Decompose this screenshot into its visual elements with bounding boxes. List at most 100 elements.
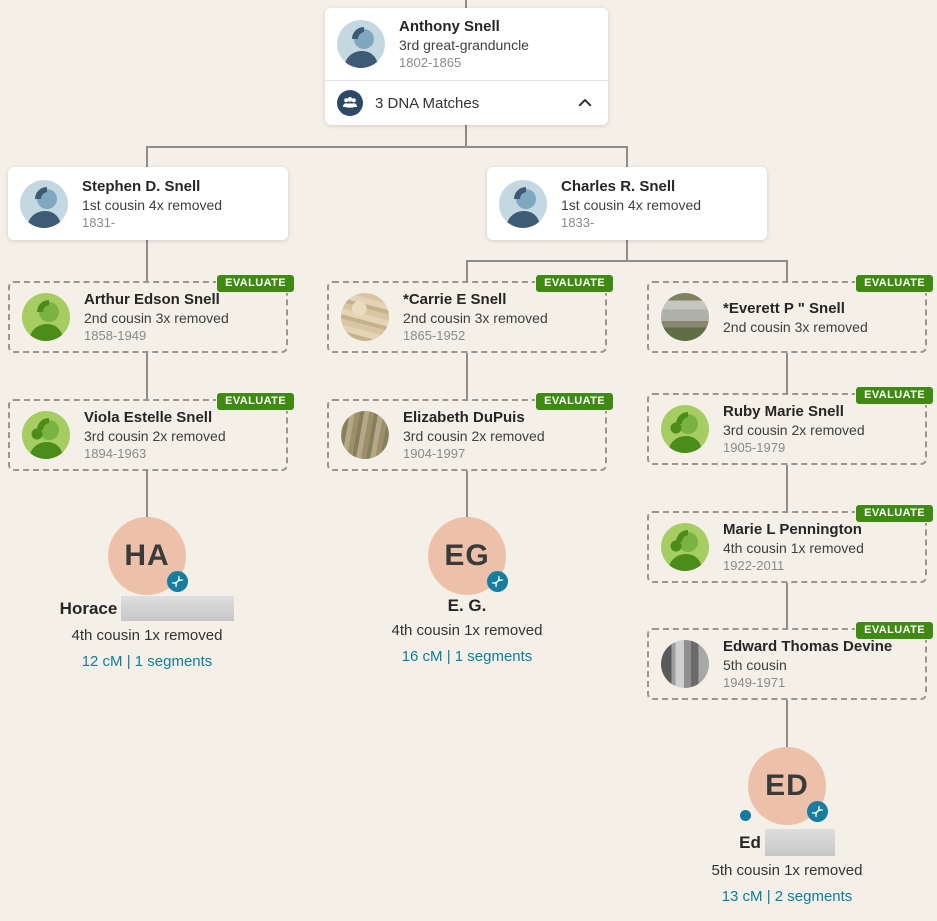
person-card-ruby-snell[interactable]: EVALUATE Ruby Marie Snell 3rd cousin 2x … <box>647 386 934 465</box>
evaluate-button[interactable]: EVALUATE <box>535 274 614 293</box>
match-initials: HA <box>124 539 170 572</box>
person-name: Stephen D. Snell <box>82 177 201 195</box>
match-initials: EG <box>444 539 490 572</box>
person-lifespan: 1858-1949 <box>84 328 147 343</box>
person-relationship: 2nd cousin 3x removed <box>403 310 548 326</box>
person-relationship: 5th cousin <box>723 657 787 673</box>
connector-line <box>146 146 628 148</box>
connector-line <box>146 240 148 281</box>
evaluate-button[interactable]: EVALUATE <box>216 274 295 293</box>
person-card-elizabeth-dupuis[interactable]: EVALUATE Elizabeth DuPuis 3rd cousin 2x … <box>327 392 614 471</box>
person-relationship: 1st cousin 4x removed <box>82 196 223 213</box>
match-circle-ED[interactable]: ED <box>740 747 828 825</box>
people-group-icon <box>337 90 363 116</box>
connector-line <box>786 583 788 628</box>
match-name: Horace <box>59 598 118 618</box>
connector-line <box>786 700 788 747</box>
dna-helix-icon <box>487 571 508 592</box>
dna-helix-icon <box>167 571 188 592</box>
connector-line <box>466 353 468 399</box>
chevron-up-icon[interactable] <box>576 94 594 112</box>
person-name: Elizabeth DuPuis <box>403 409 525 426</box>
person-lifespan: 1833- <box>561 214 595 230</box>
connector-line <box>466 260 468 281</box>
person-name: Charles R. Snell <box>561 177 676 195</box>
evaluate-button[interactable]: EVALUATE <box>855 621 934 640</box>
person-relationship: 2nd cousin 3x removed <box>723 318 868 335</box>
person-name: *Everett P " Snell <box>723 299 845 317</box>
connector-line <box>466 471 468 517</box>
person-card-everett-snell[interactable]: EVALUATE *Everett P " Snell 2nd cousin 3… <box>647 274 934 353</box>
match-info-EG: E. G. 4th cousin 1x removed 16 cM | 1 se… <box>327 596 607 665</box>
match-relationship: 4th cousin 1x removed <box>391 622 543 639</box>
evaluate-button[interactable]: EVALUATE <box>855 386 934 405</box>
persona-avatar-male-icon <box>337 20 385 68</box>
person-card-carrie-snell[interactable]: EVALUATE *Carrie E Snell 2nd cousin 3x r… <box>327 274 614 353</box>
connector-line <box>146 146 148 167</box>
person-card-arthur-snell[interactable]: EVALUATE Arthur Edson Snell 2nd cousin 3… <box>8 274 295 353</box>
person-card-charles-snell[interactable]: Charles R. Snell 1st cousin 4x removed 1… <box>487 167 767 240</box>
photo-avatar <box>661 640 709 688</box>
person-relationship: 3rd cousin 2x removed <box>723 422 865 438</box>
persona-avatar-male-icon <box>22 293 70 341</box>
evaluate-button[interactable]: EVALUATE <box>535 392 614 411</box>
persona-avatar-female-icon <box>22 411 70 459</box>
person-card-stephen-snell[interactable]: Stephen D. Snell 1st cousin 4x removed 1… <box>8 167 288 240</box>
persona-avatar-female-icon <box>661 405 709 453</box>
evaluate-button[interactable]: EVALUATE <box>216 392 295 411</box>
card-divider <box>325 80 608 81</box>
person-card-marie-pennington[interactable]: EVALUATE Marie L Pennington 4th cousin 1… <box>647 504 934 583</box>
person-name: Ruby Marie Snell <box>723 403 844 420</box>
person-lifespan: 1865-1952 <box>403 328 466 343</box>
connector-line <box>626 240 628 261</box>
connector-line <box>466 260 788 262</box>
redacted-name-box <box>764 829 835 856</box>
redacted-name-box <box>121 596 235 621</box>
connector-line <box>786 260 788 281</box>
person-name: Viola Estelle Snell <box>84 409 213 426</box>
shared-dna-link[interactable]: 13 cM | 2 segments <box>721 888 853 905</box>
match-relationship: 4th cousin 1x removed <box>71 627 223 644</box>
person-relationship: 4th cousin 1x removed <box>723 540 864 556</box>
dna-matches-label: 3 DNA Matches <box>375 94 480 112</box>
shared-dna-link[interactable]: 12 cM | 1 segments <box>81 653 213 670</box>
person-lifespan: 1905-1979 <box>723 440 786 455</box>
match-circle-EG[interactable]: EG <box>428 517 508 595</box>
connector-line <box>786 353 788 393</box>
person-name: Anthony Snell <box>399 18 500 35</box>
persona-avatar-female-icon <box>661 523 709 571</box>
person-relationship: 3rd great-granduncle <box>399 37 529 53</box>
person-card-anthony-snell[interactable]: Anthony Snell 3rd great-granduncle 1802-… <box>325 8 608 125</box>
match-initials: ED <box>765 769 809 802</box>
person-lifespan: 1894-1963 <box>84 446 147 461</box>
person-lifespan: 1949-1971 <box>723 675 786 690</box>
match-circle-HA[interactable]: HA <box>108 517 188 595</box>
person-name: Edward Thomas Devine <box>723 638 893 655</box>
evaluate-button[interactable]: EVALUATE <box>855 504 934 523</box>
person-card-edward-devine[interactable]: EVALUATE Edward Thomas Devine 5th cousin… <box>647 621 934 700</box>
photo-avatar <box>661 293 709 341</box>
evaluate-button[interactable]: EVALUATE <box>855 274 934 293</box>
connector-line <box>786 465 788 511</box>
shared-dna-link[interactable]: 16 cM | 1 segments <box>401 648 533 665</box>
person-lifespan: 1831- <box>82 214 116 230</box>
connector-line <box>465 0 467 8</box>
connector-line <box>146 471 148 517</box>
person-lifespan: 1904-1997 <box>403 446 466 461</box>
person-name: Marie L Pennington <box>723 521 862 538</box>
match-name: E. G. <box>447 596 487 615</box>
connector-line <box>626 146 628 167</box>
person-lifespan: 1802-1865 <box>399 55 462 70</box>
person-name: *Carrie E Snell <box>403 291 507 308</box>
person-relationship: 2nd cousin 3x removed <box>84 310 229 326</box>
person-relationship: 1st cousin 4x removed <box>561 196 702 213</box>
person-lifespan: 1922-2011 <box>723 558 785 573</box>
person-card-viola-snell[interactable]: EVALUATE Viola Estelle Snell 3rd cousin … <box>8 392 295 471</box>
match-relationship: 5th cousin 1x removed <box>711 862 863 879</box>
photo-avatar <box>341 411 389 459</box>
match-name: Ed <box>739 832 761 852</box>
dna-matches-toggle[interactable]: 3 DNA Matches <box>325 81 608 125</box>
persona-avatar-male-icon <box>499 179 547 228</box>
person-relationship: 3rd cousin 2x removed <box>84 428 226 444</box>
